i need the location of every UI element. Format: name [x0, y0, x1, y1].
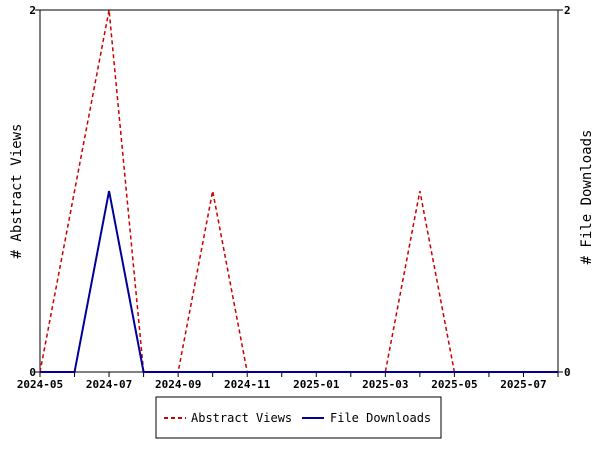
- y-axis-title-left: # Abstract Views: [9, 124, 25, 259]
- y-tick-label-left: 2: [29, 4, 36, 17]
- plot-area: [39, 9, 559, 373]
- series-line-abstract-views: [39, 9, 558, 373]
- y-axis-title-right: # File Downloads: [579, 130, 595, 265]
- legend-label-file-downloads: File Downloads: [330, 411, 431, 425]
- x-tick-label: 2025-01: [293, 378, 340, 391]
- legend: Abstract Views File Downloads: [155, 396, 442, 439]
- legend-box: [155, 396, 442, 439]
- x-tick-label: 2024-05: [17, 378, 63, 391]
- series-lines: [39, 9, 558, 373]
- y-tick-label-right: 0: [564, 366, 571, 379]
- x-tick-label: 2024-07: [86, 378, 132, 391]
- y-tick-label-right: 2: [564, 4, 571, 17]
- legend-label-abstract-views: Abstract Views: [191, 411, 292, 425]
- x-tick-label: 2024-11: [224, 378, 271, 391]
- tick-labels: 2024-05 2024-07 2024-09 2024-11 2025-01 2025-…: [17, 4, 571, 391]
- x-tick-label: 2025-07: [500, 378, 546, 391]
- x-tick-label: 2024-09: [155, 378, 201, 391]
- y-tick-label-left: 0: [29, 366, 36, 379]
- x-tick-label: 2025-05: [431, 378, 477, 391]
- series-line-file-downloads: [40, 190, 558, 373]
- plot-border: [39, 9, 559, 373]
- x-tick-label: 2025-03: [362, 378, 408, 391]
